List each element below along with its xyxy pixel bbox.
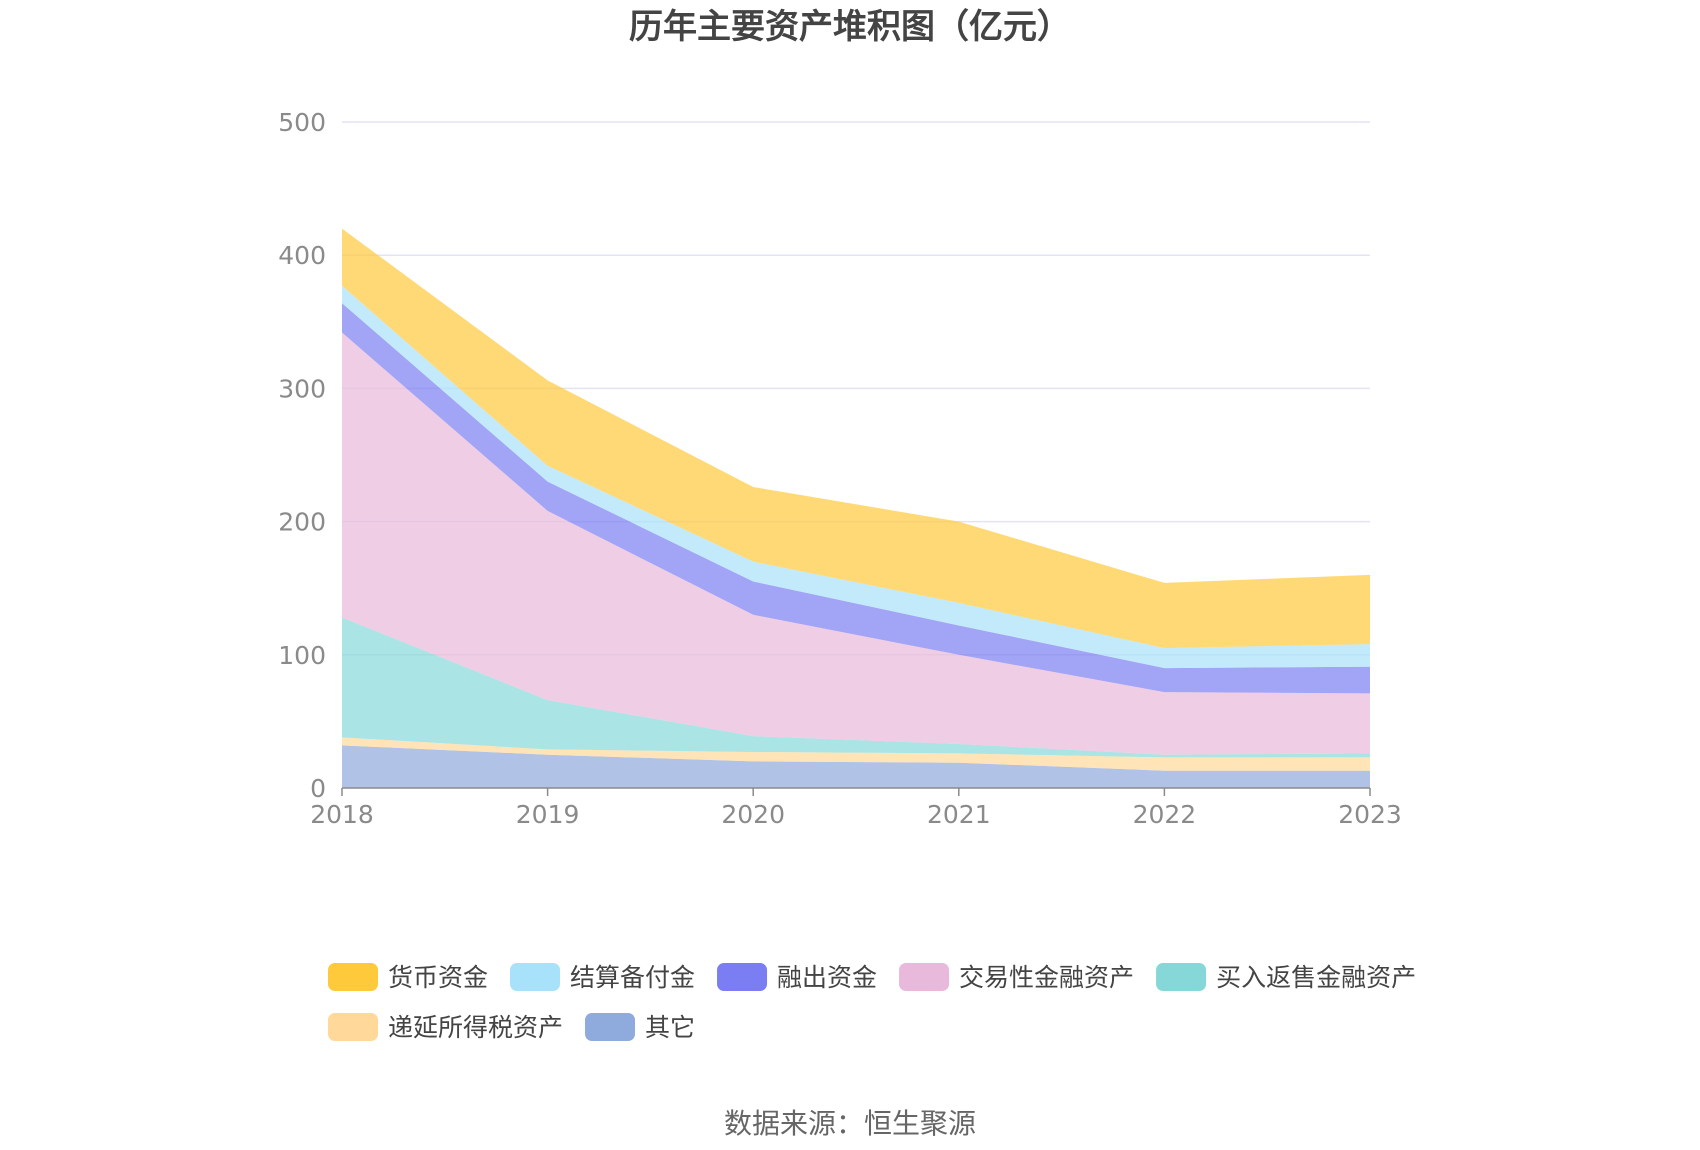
- x-tick-label: 2019: [516, 800, 580, 829]
- legend-swatch: [328, 963, 378, 991]
- legend-swatch: [899, 963, 950, 991]
- legend-swatch: [328, 1013, 378, 1041]
- chart-title: 历年主要资产堆积图（亿元）: [629, 7, 1071, 47]
- area-series: [342, 332, 1370, 755]
- x-tick-label: 2020: [721, 800, 785, 829]
- area-series: [342, 737, 1370, 771]
- area-series: [342, 303, 1370, 694]
- axes: 2018 2019 2020 2021 2022 2023: [310, 787, 1402, 829]
- legend-item[interactable]: 其它: [585, 1013, 695, 1042]
- legend-swatch: [1156, 963, 1207, 991]
- y-tick-label: 0: [310, 774, 326, 803]
- legend-item[interactable]: 递延所得税资产: [328, 1013, 563, 1042]
- legend-label: 交易性金融资产: [959, 963, 1134, 992]
- x-tick-label: 2018: [310, 800, 374, 829]
- area-series-group: [342, 228, 1370, 788]
- legend-label: 买入返售金融资产: [1216, 963, 1416, 992]
- area-series: [342, 617, 1370, 758]
- legend-swatch: [585, 1013, 636, 1041]
- y-tick-label: 400: [278, 241, 326, 270]
- x-tick-label: 2021: [927, 800, 991, 829]
- area-series: [342, 228, 1370, 649]
- x-tick-label: 2022: [1133, 800, 1197, 829]
- legend-label: 其它: [645, 1013, 695, 1042]
- legend-label: 结算备付金: [570, 963, 695, 992]
- legend-swatch: [717, 963, 768, 991]
- legend-label: 货币资金: [388, 963, 488, 992]
- y-tick-label: 100: [278, 641, 326, 670]
- data-source-note: 数据来源：恒生聚源: [724, 1107, 976, 1140]
- legend-label: 融出资金: [777, 963, 877, 992]
- x-tick-label: 2023: [1338, 800, 1402, 829]
- legend-item[interactable]: 结算备付金: [510, 963, 695, 992]
- y-tick-label: 300: [278, 374, 326, 403]
- area-series: [342, 285, 1370, 669]
- legend-item[interactable]: 交易性金融资产: [899, 963, 1134, 992]
- area-series: [342, 745, 1370, 788]
- y-tick-label: 500: [278, 108, 326, 137]
- y-tick-label: 200: [278, 508, 326, 537]
- legend-item[interactable]: 买入返售金融资产: [1156, 963, 1416, 992]
- legend-item[interactable]: 融出资金: [717, 963, 877, 992]
- legend-item[interactable]: 货币资金: [328, 963, 488, 992]
- legend-label: 递延所得税资产: [388, 1013, 563, 1042]
- legend-swatch: [510, 963, 561, 991]
